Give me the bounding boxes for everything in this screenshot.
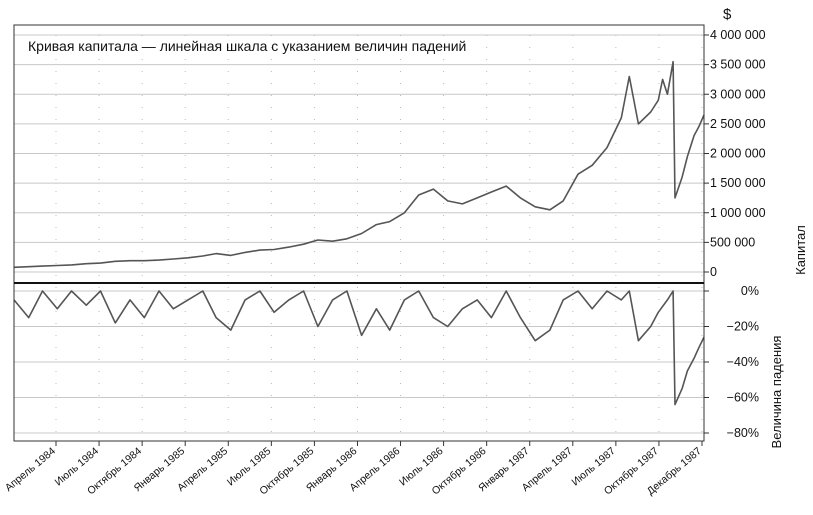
bottom-y-tick-label: −60% — [727, 391, 759, 405]
series-layer — [13, 60, 705, 406]
top-y-tick-label: 4 000 000 — [710, 28, 766, 42]
top-y-tick-label: 0 — [710, 265, 717, 279]
drawdown-line — [13, 290, 705, 406]
bottom-y-axis-label: Величина падения — [769, 336, 784, 449]
top-y-tick-label: 3 500 000 — [710, 58, 766, 72]
bottom-y-tick-label: −40% — [727, 355, 759, 369]
axis-layer — [13, 24, 709, 446]
bottom-y-tick-label: 0% — [741, 284, 759, 298]
plot-border — [13, 24, 705, 442]
y-axis-unit: $ — [723, 6, 732, 23]
equity-curve-line — [13, 60, 705, 269]
top-y-tick-label: 2 500 000 — [710, 117, 766, 131]
top-y-axis-label: Капитал — [793, 225, 808, 275]
bottom-y-tick-label: −20% — [727, 320, 759, 334]
chart-title: Кривая капитала — линейная шкала с указа… — [28, 38, 466, 54]
bottom-y-tick-label: −80% — [727, 426, 759, 440]
top-y-tick-label: 1 000 000 — [710, 206, 766, 220]
top-y-tick-label: 3 000 000 — [710, 87, 766, 101]
top-y-tick-label: 1 500 000 — [710, 176, 766, 190]
top-y-tick-label: 2 000 000 — [710, 147, 766, 161]
top-y-tick-label: 500 000 — [710, 235, 755, 249]
x-tick-label: Апрель 1984 — [3, 445, 58, 494]
